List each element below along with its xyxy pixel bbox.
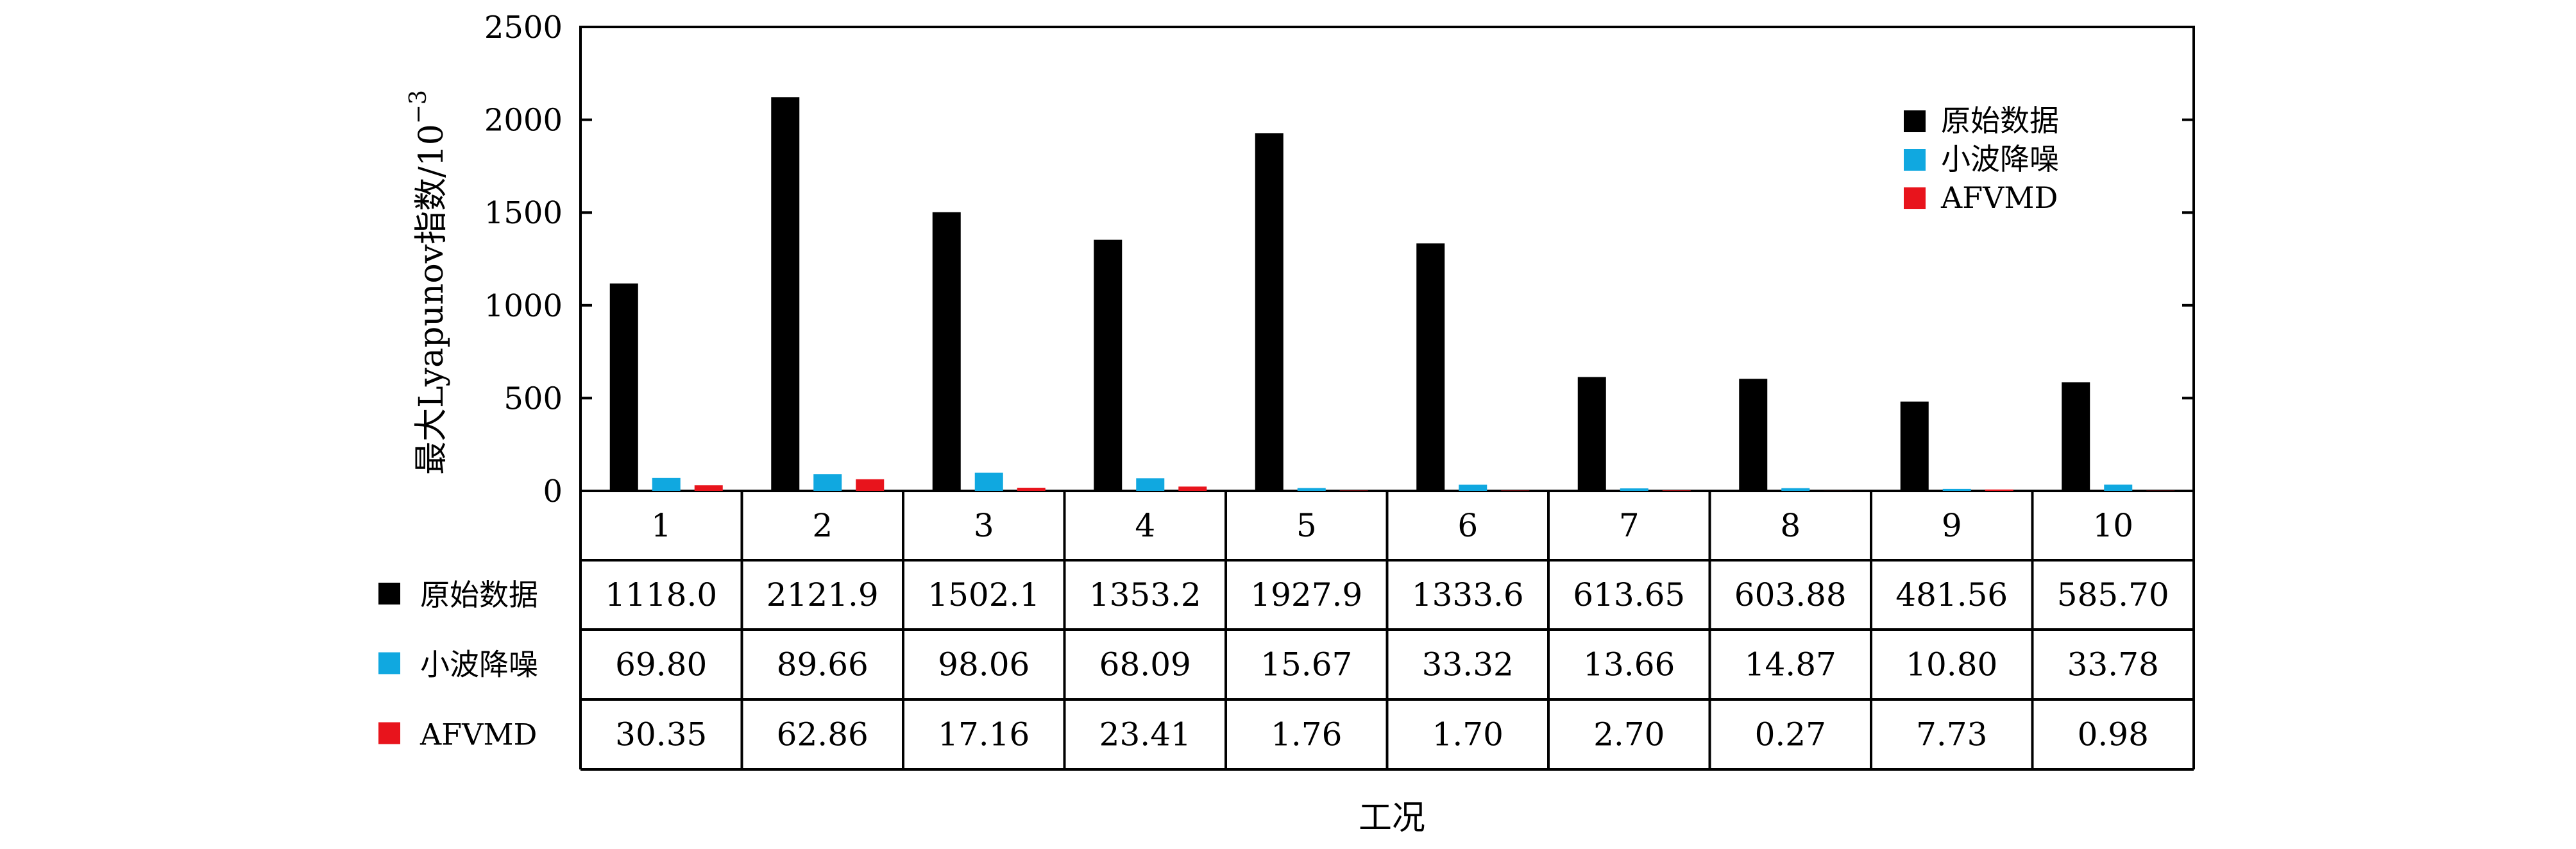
data-label: 33.32	[1422, 646, 1514, 683]
data-label: 89.66	[777, 646, 869, 683]
data-label: 10.80	[1906, 646, 1997, 683]
x-tick-label: 3	[974, 507, 994, 544]
bar-3-2	[856, 479, 885, 491]
data-label: 481.56	[1895, 576, 2008, 613]
legend-swatch-1	[1904, 110, 1926, 132]
plot-area: 0 500 1000 1500 2000 2500	[484, 10, 2195, 510]
bar-1-3	[932, 212, 961, 491]
data-label: 68.09	[1099, 646, 1191, 683]
y-axis-label: 最大Lyapunov指数/10−3	[405, 90, 451, 475]
legend-label-3: AFVMD	[1940, 180, 2058, 215]
table-row-swatch-1	[378, 583, 400, 605]
legend-swatch-3	[1904, 187, 1926, 209]
data-label: 1.76	[1271, 716, 1342, 753]
x-tick-label: 10	[2092, 507, 2133, 544]
data-label: 1333.6	[1412, 576, 1524, 613]
data-label: 1353.2	[1089, 576, 1201, 613]
data-label: 585.70	[2057, 576, 2169, 613]
x-tick-label: 9	[1942, 507, 1962, 544]
bar-3-7	[1662, 490, 1691, 491]
data-label: 7.73	[1916, 716, 1987, 753]
x-axis-label: 工况	[1359, 799, 1425, 837]
data-label: 603.88	[1734, 576, 1847, 613]
bar-2-2	[813, 474, 842, 491]
x-tick-label: 1	[651, 507, 672, 544]
bar-1-2	[771, 97, 800, 491]
bar-2-8	[1781, 488, 1810, 491]
table-row-swatch-2	[378, 652, 400, 674]
table-row-label-1: 原始数据	[420, 578, 538, 612]
y-tick-label: 2000	[484, 103, 563, 139]
data-label: 69.80	[615, 646, 707, 683]
x-tick-label: 6	[1457, 507, 1478, 544]
bar-2-6	[1459, 485, 1487, 491]
data-table: 1 2 3 4 5 6 7 8 9 10 原始数据 1118.0 2121.9 1502.1 1353.2 1…	[378, 491, 2195, 771]
bar-1-7	[1577, 377, 1606, 491]
bar-1-4	[1094, 239, 1123, 491]
data-label: 62.86	[777, 716, 869, 753]
x-tick-label: 8	[1780, 507, 1801, 544]
legend-label-2: 小波降噪	[1941, 142, 2059, 176]
legend-label-1: 原始数据	[1941, 103, 2059, 138]
data-label: 0.98	[2078, 716, 2149, 753]
table-row-label-2: 小波降噪	[420, 647, 538, 682]
y-tick-label: 1000	[484, 288, 563, 324]
x-tick-label: 2	[812, 507, 833, 544]
bar-2-5	[1297, 488, 1326, 491]
bar-1-5	[1255, 133, 1284, 492]
bar-3-5	[1339, 490, 1368, 491]
x-tick-label: 4	[1135, 507, 1155, 544]
bar-1-8	[1739, 379, 1768, 491]
table-row-label-3: AFVMD	[419, 717, 537, 752]
data-label: 2.70	[1593, 716, 1665, 753]
bar-1-10	[2062, 382, 2090, 491]
data-label: 30.35	[615, 716, 707, 753]
data-label: 14.87	[1745, 646, 1836, 683]
x-tick-label: 7	[1619, 507, 1640, 544]
bar-3-3	[1017, 488, 1046, 491]
y-axis-label-exponent: −3	[405, 90, 432, 124]
data-label: 1927.9	[1250, 576, 1362, 613]
bar-1-9	[1900, 401, 1929, 491]
bar-2-10	[2104, 485, 2133, 491]
legend-swatch-2	[1904, 149, 1926, 171]
data-label: 33.78	[2067, 646, 2159, 683]
data-label: 613.65	[1573, 576, 1685, 613]
bar-3-1	[694, 485, 723, 491]
bar-2-9	[1942, 488, 1971, 491]
data-label: 1502.1	[928, 576, 1040, 613]
y-tick-label: 500	[504, 381, 563, 416]
x-tick-label: 5	[1296, 507, 1317, 544]
y-tick-label: 1500	[484, 195, 563, 231]
data-label: 1118.0	[605, 576, 717, 613]
data-label: 13.66	[1583, 646, 1675, 683]
bar-2-7	[1620, 488, 1648, 491]
bar-2-4	[1136, 478, 1165, 491]
data-label: 2121.9	[767, 576, 879, 613]
data-label: 98.06	[938, 646, 1030, 683]
data-label: 0.27	[1755, 716, 1826, 753]
y-axis-label-text: 最大Lyapunov指数/10	[412, 124, 451, 475]
bar-3-4	[1178, 486, 1207, 491]
table-row-swatch-3	[378, 722, 400, 744]
data-label: 1.70	[1432, 716, 1504, 753]
data-label: 17.16	[938, 716, 1030, 753]
bar-1-6	[1416, 243, 1445, 491]
data-label: 23.41	[1099, 716, 1191, 753]
y-tick-label: 0	[543, 474, 563, 510]
y-tick-label: 2500	[484, 10, 563, 46]
plot-frame	[579, 26, 2195, 492]
bar-3-9	[1985, 489, 2013, 491]
data-label: 15.67	[1260, 646, 1352, 683]
bar-2-3	[974, 472, 1003, 491]
bar-1-1	[609, 283, 638, 491]
bar-2-1	[652, 477, 681, 491]
